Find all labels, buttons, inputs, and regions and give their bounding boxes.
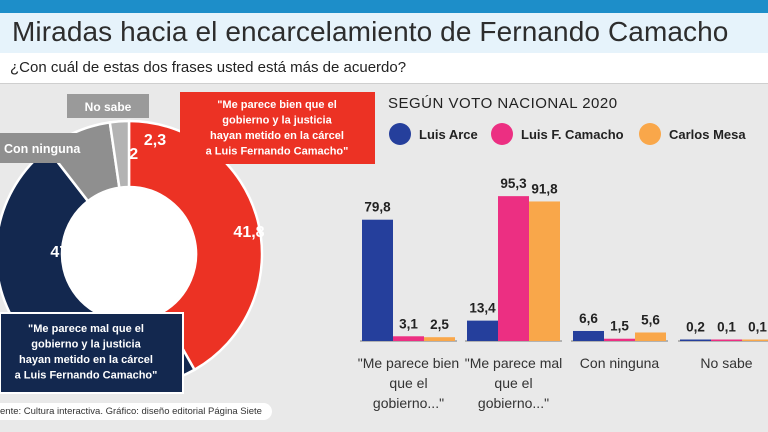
bar-value-label: 0,2	[686, 320, 705, 335]
bar	[467, 320, 498, 341]
x-category-label: gobierno..."	[373, 395, 444, 411]
callout-box-no-sabe	[67, 94, 149, 118]
bar	[362, 219, 393, 341]
bar	[604, 338, 635, 341]
bar	[529, 201, 560, 341]
bar-value-label: 91,8	[531, 181, 558, 196]
callout-line-mal: a Luis Fernando Camacho"	[15, 370, 158, 382]
donut-center	[63, 188, 195, 320]
bar-chart-title: SEGÚN VOTO NACIONAL 2020	[388, 95, 618, 112]
bar-value-label: 6,6	[579, 311, 598, 326]
donut-value-label: 41,8	[233, 224, 264, 241]
bar-value-label: 13,4	[469, 301, 496, 316]
x-category-label: que el	[389, 375, 427, 391]
bar-value-label: 0,1	[748, 320, 767, 335]
callout-box-mal	[0, 312, 184, 394]
bar	[393, 336, 424, 341]
legend-label: Carlos Mesa	[669, 127, 746, 142]
bar	[742, 339, 768, 341]
legend-swatch	[491, 123, 513, 145]
callout-line-bien: hayan metido en la cárcel	[210, 130, 344, 142]
survey-question: ¿Con cuál de estas dos frases usted está…	[10, 59, 407, 76]
bar-value-label: 95,3	[500, 176, 527, 191]
bar	[424, 337, 455, 341]
callout-line-mal: hayan metido en la cárcel	[19, 354, 153, 366]
callout-label-no-sabe: No sabe	[85, 100, 132, 114]
callout-line-mal: "Me parece mal que el	[28, 323, 144, 335]
legend-swatch	[639, 123, 661, 145]
bar	[635, 332, 666, 341]
x-category-label: gobierno..."	[478, 395, 549, 411]
bar	[680, 339, 711, 341]
source-note: ente: Cultura interactiva. Gráfico: dise…	[0, 403, 272, 420]
callout-box-con-ninguna	[0, 133, 108, 163]
bar	[498, 196, 529, 341]
x-category-label: "Me parece bien	[358, 355, 459, 371]
x-category-label: "Me parece mal	[465, 355, 563, 371]
callout-line-bien: "Me parece bien que el	[217, 99, 337, 111]
bar-chart: SEGÚN VOTO NACIONAL 2020 Luis Arce Luis F.…	[358, 95, 768, 411]
bar	[573, 330, 604, 341]
page-title: Miradas hacia el encarcelamiento de Fern…	[12, 16, 729, 47]
donut-slice	[108, 119, 131, 190]
bar-value-label: 2,5	[430, 317, 449, 332]
callout-line-mal: gobierno y la justicia	[31, 339, 141, 351]
callout-line-bien: a Luis Fernando Camacho"	[206, 146, 349, 158]
legend-swatch	[389, 123, 411, 145]
title-bar: Miradas hacia el encarcelamiento de Fern…	[0, 13, 768, 53]
callout-box-bien	[180, 92, 375, 164]
legend-label: Luis F. Camacho	[521, 127, 624, 142]
bar	[711, 339, 742, 341]
x-category-label: que el	[494, 375, 532, 391]
callout-line-bien: gobierno y la justicia	[222, 115, 332, 127]
legend-label: Luis Arce	[419, 127, 478, 142]
bar-value-label: 79,8	[364, 200, 391, 215]
x-category-label: Con ninguna	[580, 355, 660, 371]
top-accent-strip	[0, 0, 768, 13]
bar-value-label: 1,5	[610, 319, 629, 334]
callout-label-con-ninguna: Con ninguna	[4, 142, 81, 156]
bar-value-label: 3,1	[399, 316, 418, 331]
question-bar: ¿Con cuál de estas dos frases usted está…	[0, 53, 768, 84]
bar-value-label: 5,6	[641, 312, 660, 327]
donut-value-label: 2,3	[144, 132, 166, 149]
bar-value-label: 0,1	[717, 320, 736, 335]
x-category-label: No sabe	[700, 355, 752, 371]
